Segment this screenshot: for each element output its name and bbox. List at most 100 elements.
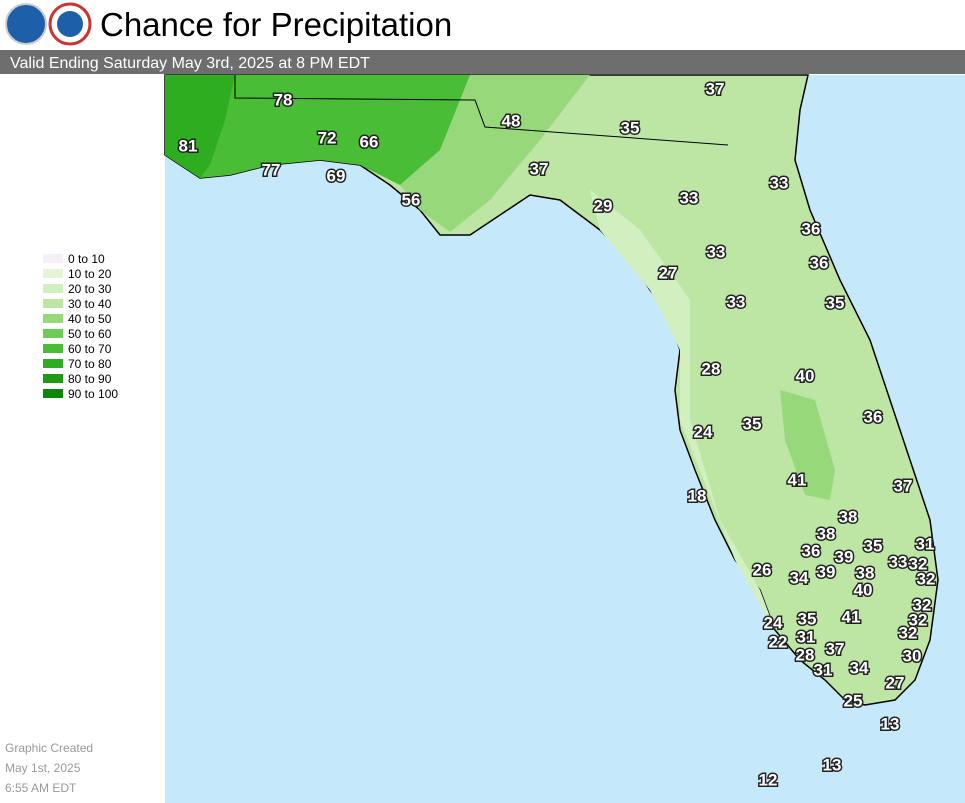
- point-label: 38: [817, 524, 836, 543]
- point-label: 34: [790, 568, 809, 587]
- header: [0, 0, 965, 50]
- point-label: 38: [856, 563, 875, 582]
- legend-label: 20 to 30: [68, 282, 112, 296]
- band: [165, 75, 235, 178]
- legend-label: 50 to 60: [68, 327, 112, 341]
- footer-text: 6:55 AM EDT: [5, 781, 77, 795]
- point-label: 22: [769, 632, 788, 651]
- point-label: 31: [797, 627, 816, 646]
- point-label: 33: [889, 552, 908, 571]
- point-label: 37: [826, 639, 845, 658]
- point-label: 24: [764, 613, 783, 632]
- band: [590, 190, 775, 630]
- point-label: 26: [753, 560, 772, 579]
- footer-text: Graphic Created: [5, 741, 93, 755]
- legend-label: 90 to 100: [68, 387, 118, 401]
- point-label: 27: [659, 263, 678, 282]
- legend-swatch: [43, 344, 63, 353]
- point-label: 33: [680, 188, 699, 207]
- point-label: 31: [814, 660, 833, 679]
- noaa-logo: [5, 3, 47, 45]
- point-label: 34: [850, 658, 869, 677]
- point-label: 29: [594, 196, 613, 215]
- point-label: 41: [788, 470, 807, 489]
- state-border: [234, 75, 729, 146]
- point-label: 40: [796, 366, 815, 385]
- legend-label: 10 to 20: [68, 267, 112, 281]
- title: Chance for Precipitation: [100, 6, 452, 43]
- legend-swatch: [43, 359, 63, 368]
- point-label: 28: [702, 359, 721, 378]
- point-label: 32: [909, 610, 928, 629]
- point-label: 36: [810, 253, 829, 272]
- point-label: 36: [802, 219, 821, 238]
- legend-swatch: [43, 269, 63, 278]
- point-label: 18: [688, 486, 707, 505]
- point-label: 33: [727, 292, 746, 311]
- point-label: 69: [327, 166, 346, 185]
- point-label: 35: [621, 118, 640, 137]
- point-label: 37: [530, 159, 549, 178]
- point-label: 32: [909, 554, 928, 573]
- points: 37 78 48 35 81 72 66 77 69 37 33 33 29 56 36 33 36 27 35 33…: [177, 78, 937, 791]
- point-label: 30: [903, 646, 922, 665]
- point-label: 37: [894, 476, 913, 495]
- legend-label: 70 to 80: [68, 357, 112, 371]
- point-label: 77: [262, 160, 281, 179]
- legend-swatch: [43, 374, 63, 383]
- point-label: 35: [826, 293, 845, 312]
- legend-label: 0 to 10: [68, 252, 105, 266]
- point-label: 13: [823, 755, 842, 774]
- point-label: 39: [835, 547, 854, 566]
- band: [780, 390, 835, 500]
- legend-swatch: [43, 284, 63, 293]
- footer: Graphic Created May 1st, 2025 6:55 AM EDT: [5, 741, 93, 795]
- point-label: 28: [796, 645, 815, 664]
- point-label: 33: [707, 242, 726, 261]
- legend-label: 40 to 50: [68, 312, 112, 326]
- point-label: 24: [694, 422, 713, 441]
- point-label: 81: [179, 136, 198, 155]
- point-label: 56: [402, 190, 421, 209]
- legend-swatch: [43, 254, 63, 263]
- point-label: 32: [917, 569, 936, 588]
- footer-text: May 1st, 2025: [5, 761, 81, 775]
- point-label: 25: [844, 691, 863, 710]
- point-label: 37: [706, 79, 725, 98]
- legend-swatch: [43, 314, 63, 323]
- point-label: 72: [318, 128, 337, 147]
- legend-label: 80 to 90: [68, 372, 112, 386]
- point-label: 35: [864, 536, 883, 555]
- point-label: 27: [886, 673, 905, 692]
- point-label: 31: [916, 534, 935, 553]
- legend-swatch: [43, 329, 63, 338]
- point-label: 78: [274, 90, 293, 109]
- point-label: 35: [798, 609, 817, 628]
- point-label: 38: [839, 507, 858, 526]
- point-label: 35: [743, 414, 762, 433]
- legend-label: 30 to 40: [68, 297, 112, 311]
- point-label: 32: [913, 595, 932, 614]
- point-label: 33: [770, 173, 789, 192]
- band: [165, 75, 470, 185]
- point-label: 40: [854, 580, 873, 599]
- point-label: 48: [502, 111, 521, 130]
- subtitle-bar: [0, 50, 965, 74]
- legend-label: 60 to 70: [68, 342, 112, 356]
- point-label: 39: [817, 562, 836, 581]
- subtitle: Valid Ending Saturday May 3rd, 2025 at 8…: [10, 55, 370, 72]
- point-label: 32: [899, 623, 918, 642]
- point-label: 36: [864, 407, 883, 426]
- point-label: 66: [360, 132, 379, 151]
- land: [164, 74, 939, 706]
- band: [400, 75, 590, 232]
- point-label: 36: [802, 541, 821, 560]
- point-label: 41: [842, 607, 861, 626]
- point-label: 13: [881, 714, 900, 733]
- legend-swatch: [43, 389, 63, 398]
- nws-logo-inner: [57, 11, 83, 37]
- legend-swatch: [43, 299, 63, 308]
- point-label: 12: [759, 770, 778, 789]
